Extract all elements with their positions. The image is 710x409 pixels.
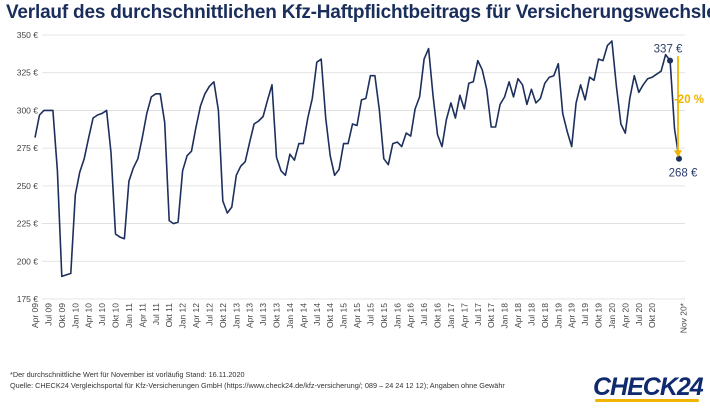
logo-text: CHECK xyxy=(593,373,678,401)
x-tick-label: Jan 10 xyxy=(70,303,80,329)
x-tick-label: Okt 10 xyxy=(111,303,121,328)
y-axis-ticks: 175 € 200 € 225 € 250 € 275 € 300 € 325 € 350 € xyxy=(17,30,39,304)
x-tick-label: Apr 13 xyxy=(245,303,255,328)
x-tick-label: Okt 14 xyxy=(325,303,335,328)
change-arrow-head xyxy=(674,150,682,158)
x-tick-label: Jan 11 xyxy=(124,303,134,328)
chart-title: Verlauf des durchschnittlichen Kfz-Haftp… xyxy=(6,2,710,23)
x-tick-label: Jul 16 xyxy=(419,303,429,326)
x-tick-label: Apr 14 xyxy=(298,303,308,328)
x-tick-label: Okt 15 xyxy=(379,303,389,328)
x-tick-label: Jul 09 xyxy=(43,303,53,326)
x-tick-label: Jan 13 xyxy=(231,303,241,329)
x-axis-ticks: Apr 09 Jul 09 Okt 09 Jan 10 Apr 10 Jul 10 Okt … xyxy=(30,302,688,333)
x-tick-label: Jul 15 xyxy=(365,303,375,326)
y-tick-label: 225 € xyxy=(17,219,39,229)
line-chart: 175 € 200 € 225 € 250 € 275 € 300 € 325 € 350 €… xyxy=(17,30,704,333)
x-tick-label: Jul 10 xyxy=(97,303,107,326)
y-tick-label: 200 € xyxy=(17,256,39,266)
x-tick-label: Jul 13 xyxy=(258,303,268,326)
change-percent-label: -20 % xyxy=(674,94,704,106)
x-tick-label: Apr 17 xyxy=(459,303,469,328)
y-tick-label: 250 € xyxy=(17,181,39,191)
x-tick-label: Okt 09 xyxy=(57,303,67,328)
x-tick-label: Okt 11 xyxy=(164,303,174,328)
x-tick-label: Okt 12 xyxy=(218,303,228,328)
x-tick-label: Okt 18 xyxy=(540,303,550,328)
x-tick-label: Jan 12 xyxy=(178,303,188,329)
x-tick-label: Jul 18 xyxy=(526,303,536,326)
grid-lines xyxy=(42,34,685,300)
x-tick-label: Jan 18 xyxy=(500,303,510,329)
x-tick-label: Apr 11 xyxy=(137,303,147,328)
x-tick-label: Apr 09 xyxy=(30,303,40,328)
logo-number: 24 xyxy=(676,373,704,401)
x-tick-label: Jul 19 xyxy=(580,303,590,326)
peak-marker xyxy=(667,57,674,64)
x-tick-label: Jan 14 xyxy=(285,303,295,329)
footnote-preliminary: *Der durchschnittliche Wert für November… xyxy=(10,370,245,379)
logo-underline xyxy=(595,399,699,402)
x-tick-label: Apr 18 xyxy=(513,303,523,328)
x-tick-label: Jul 14 xyxy=(312,303,322,326)
peak-value-label: 337 € xyxy=(654,44,683,56)
x-tick-label: Jul 17 xyxy=(473,303,483,326)
x-tick-label: Jan 15 xyxy=(339,303,349,329)
x-tick-label: Jan 16 xyxy=(392,303,402,329)
x-tick-label: Apr 15 xyxy=(352,303,362,328)
last-value-label: 268 € xyxy=(669,168,698,180)
x-tick-label: Jul 11 xyxy=(151,303,161,325)
check24-logo: CHECK24 xyxy=(593,373,705,403)
x-tick-label: Jan 20 xyxy=(607,303,617,329)
x-tick-label: Apr 12 xyxy=(191,303,201,328)
x-tick-label: Okt 13 xyxy=(272,303,282,328)
x-tick-label: Okt 16 xyxy=(433,303,443,328)
y-tick-label: 325 € xyxy=(17,68,39,78)
x-tick-label: Apr 20 xyxy=(620,303,630,328)
x-tick-label: Jul 20 xyxy=(634,303,644,326)
footnote-source: Quelle: CHECK24 Vergleichsportal für Kfz… xyxy=(10,381,505,390)
x-tick-label: Jan 17 xyxy=(446,303,456,329)
x-tick-label: Jan 19 xyxy=(553,303,563,329)
last-marker xyxy=(676,155,682,162)
x-tick-label: Jul 12 xyxy=(204,303,214,326)
y-tick-label: 300 € xyxy=(17,105,39,115)
annotations: 337 € 268 € -20 % xyxy=(654,44,704,180)
x-tick-label: Apr 16 xyxy=(406,303,416,328)
x-tick-label: Nov 20* xyxy=(678,302,688,333)
x-tick-label: Apr 10 xyxy=(84,303,94,328)
y-tick-label: 175 € xyxy=(17,294,39,304)
x-tick-label: Okt 20 xyxy=(647,303,657,328)
y-tick-label: 275 € xyxy=(17,143,39,153)
y-tick-label: 350 € xyxy=(17,30,39,40)
x-tick-label: Apr 19 xyxy=(567,303,577,328)
series-line xyxy=(34,40,680,278)
series-line-group xyxy=(34,40,680,278)
x-tick-label: Okt 17 xyxy=(486,303,496,328)
x-tick-label: Okt 19 xyxy=(594,303,604,328)
